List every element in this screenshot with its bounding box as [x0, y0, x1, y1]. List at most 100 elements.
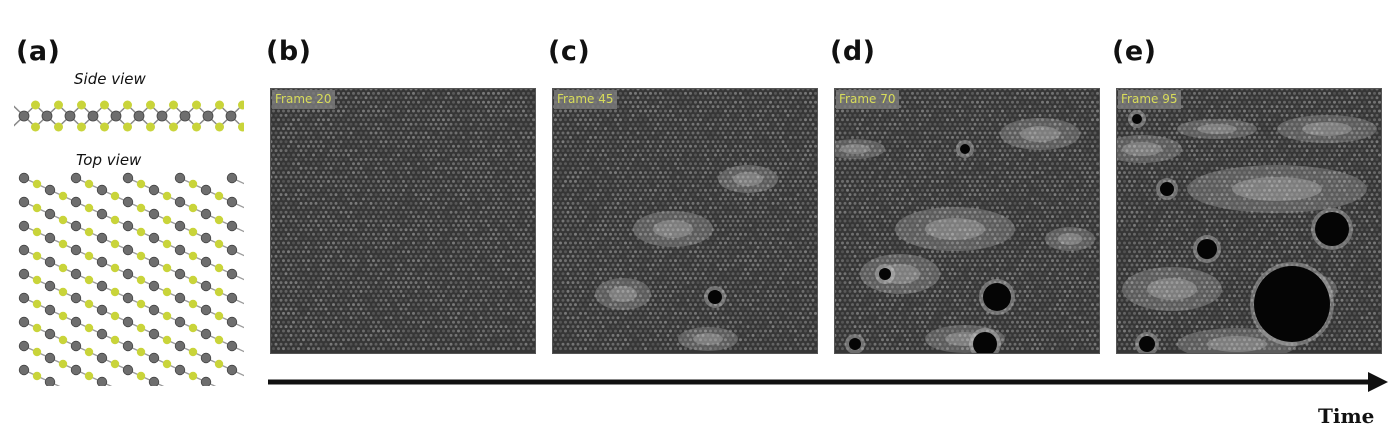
metal-atom [110, 110, 122, 122]
metal-atom [70, 340, 82, 352]
metal-atom [18, 196, 30, 208]
metal-atom [44, 208, 56, 220]
metal-atom [148, 304, 160, 316]
chalcogen-atom [32, 203, 42, 213]
metal-atom [18, 364, 30, 376]
chalcogen-atom [162, 335, 172, 345]
metal-atom [18, 292, 30, 304]
chalcogen-atom [32, 275, 42, 285]
metal-atom [96, 256, 108, 268]
metal-atom [18, 110, 30, 122]
metal-atom [44, 232, 56, 244]
chalcogen-atom [58, 191, 68, 201]
metal-atom [200, 304, 212, 316]
metal-atom [200, 256, 212, 268]
frame-badge-d: Frame 70 [836, 90, 900, 109]
chalcogen-atom [84, 347, 94, 357]
metal-atom [148, 208, 160, 220]
chalcogen-atom [162, 359, 172, 369]
metal-atom [122, 244, 134, 256]
chalcogen-atom [238, 122, 244, 132]
metal-atom [122, 316, 134, 328]
chalcogen-atom [169, 122, 178, 132]
chalcogen-atom [110, 311, 120, 321]
metal-atom [96, 280, 108, 292]
chalcogen-atom [188, 203, 198, 213]
metal-atom [226, 268, 238, 280]
metal-atom [200, 184, 212, 196]
panel-e-letter: (e) [1112, 36, 1157, 67]
chalcogen-atom [84, 203, 94, 213]
metal-atom [70, 316, 82, 328]
chalcogen-atom [214, 311, 224, 321]
chalcogen-atom [136, 323, 146, 333]
chalcogen-atom [188, 371, 198, 381]
chalcogen-atom [214, 215, 224, 225]
chalcogen-atom [162, 191, 172, 201]
chalcogen-atom [136, 371, 146, 381]
chalcogen-atom [84, 251, 94, 261]
chalcogen-atom [169, 100, 178, 110]
metal-atom [174, 172, 186, 184]
metal-atom [64, 110, 76, 122]
microscopy-image-b [271, 89, 535, 353]
chalcogen-atom [215, 122, 224, 132]
frame-badge-c: Frame 45 [554, 90, 618, 109]
panel-b-letter: (b) [266, 36, 312, 67]
chalcogen-atom [188, 251, 198, 261]
metal-atom [44, 352, 56, 364]
chalcogen-atom [58, 335, 68, 345]
chalcogen-atom [84, 227, 94, 237]
chalcogen-atom [100, 122, 109, 132]
metal-atom [122, 196, 134, 208]
chalcogen-atom [31, 100, 40, 110]
metal-atom [174, 220, 186, 232]
chalcogen-atom [32, 251, 42, 261]
frame-badge-e: Frame 95 [1118, 90, 1182, 109]
chalcogen-atom [136, 275, 146, 285]
chalcogen-atom [136, 227, 146, 237]
metal-atom [148, 184, 160, 196]
side-view-structure [14, 100, 244, 132]
metal-atom [148, 328, 160, 340]
microscopy-image-e [1117, 89, 1381, 353]
chalcogen-atom [188, 347, 198, 357]
metal-atom [96, 304, 108, 316]
metal-atom [156, 110, 168, 122]
chalcogen-atom [136, 251, 146, 261]
metal-atom [226, 364, 238, 376]
chalcogen-atom [214, 359, 224, 369]
chalcogen-atom [32, 371, 42, 381]
metal-atom [96, 184, 108, 196]
chalcogen-atom [214, 287, 224, 297]
metal-atom [148, 352, 160, 364]
metal-atom [70, 244, 82, 256]
metal-atom [70, 364, 82, 376]
metal-atom [44, 376, 56, 386]
metal-atom [226, 244, 238, 256]
metal-atom [18, 244, 30, 256]
frame-badge-b: Frame 20 [272, 90, 336, 109]
chalcogen-atom [136, 203, 146, 213]
metal-atom [18, 220, 30, 232]
chalcogen-atom [32, 347, 42, 357]
chalcogen-atom [110, 191, 120, 201]
chalcogen-atom [123, 100, 132, 110]
metal-atom [122, 292, 134, 304]
metal-atom [226, 172, 238, 184]
metal-atom [226, 292, 238, 304]
chalcogen-atom [84, 371, 94, 381]
metal-atom [200, 376, 212, 386]
chalcogen-atom [58, 239, 68, 249]
chalcogen-atom [162, 215, 172, 225]
metal-atom [96, 376, 108, 386]
metal-atom [96, 352, 108, 364]
chalcogen-atom [188, 227, 198, 237]
time-label: Time [1318, 404, 1375, 428]
metal-atom [70, 292, 82, 304]
chalcogen-atom [110, 215, 120, 225]
chalcogen-atom [110, 359, 120, 369]
metal-atom [122, 340, 134, 352]
metal-atom [174, 196, 186, 208]
chalcogen-atom [238, 100, 244, 110]
